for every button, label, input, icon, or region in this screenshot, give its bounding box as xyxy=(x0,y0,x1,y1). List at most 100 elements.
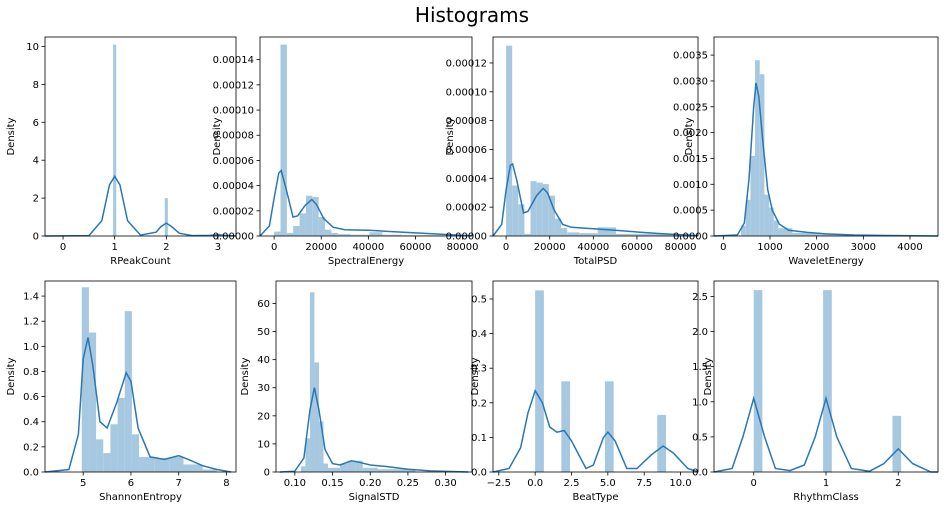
histogram-bar xyxy=(328,467,341,472)
histogram-bar xyxy=(154,458,170,472)
x-tick-label: 5.0 xyxy=(600,478,616,489)
x-tick-label: 3000 xyxy=(851,242,876,253)
histogram-bar xyxy=(318,217,326,236)
histogram-bar xyxy=(117,397,125,472)
x-tick-label: 1 xyxy=(112,242,118,253)
y-tick-label: 0.00014 xyxy=(213,55,254,66)
y-tick-label: 0.00000 xyxy=(213,232,254,243)
histogram-bar xyxy=(773,220,779,236)
y-tick-label: 0.0030 xyxy=(673,76,708,87)
x-tick-label: 0.20 xyxy=(359,478,381,489)
y-axis-label: Density xyxy=(240,357,251,395)
y-tick-label: 0.3 xyxy=(471,364,487,375)
y-tick-label: 0.8 xyxy=(23,367,39,378)
axes-frame xyxy=(44,36,237,237)
x-tick-label: 0 xyxy=(720,242,726,253)
histogram-bar xyxy=(314,362,319,472)
y-tick-label: 0.6 xyxy=(23,392,39,403)
histogram-bar xyxy=(530,181,537,236)
histogram-bar xyxy=(350,234,370,236)
y-axis-label: Density xyxy=(470,357,481,395)
histogram-bar xyxy=(280,44,287,236)
histogram-bar xyxy=(340,463,348,472)
x-tick-label: −2.5 xyxy=(487,478,511,489)
y-tick-label: 0.00012 xyxy=(446,58,487,69)
y-tick-label: 0.00008 xyxy=(213,131,254,142)
subplot-totalpsd: 0 20000 40000 60000 800000.000000.000020.000… xyxy=(445,36,699,267)
histogram-bar xyxy=(792,232,821,236)
y-tick-label: 0.00006 xyxy=(446,145,487,156)
x-tick-label: 20000 xyxy=(305,242,337,253)
histogram-bar xyxy=(183,464,203,472)
x-axis-label: SpectralEnergy xyxy=(328,256,404,267)
axes-frame xyxy=(44,280,237,473)
x-tick-label: 80000 xyxy=(447,242,479,253)
histogram-bar xyxy=(616,233,690,236)
histogram-bar xyxy=(96,439,104,472)
x-tick-label: 0.10 xyxy=(284,478,306,489)
x-tick-label: 2 xyxy=(895,478,901,489)
x-tick-label: 2000 xyxy=(804,242,829,253)
x-tick-label: 20000 xyxy=(534,242,566,253)
histogram-bar xyxy=(309,292,315,472)
y-tick-label: 0.00002 xyxy=(446,203,487,214)
y-tick-label: 4 xyxy=(33,156,39,167)
x-axis-label: RPeakCount xyxy=(110,256,170,267)
x-axis-label: SignalSTD xyxy=(349,492,400,503)
histogram-bar xyxy=(769,207,774,236)
y-tick-label: 1.2 xyxy=(23,317,39,328)
histogram-bar xyxy=(579,233,598,236)
y-tick-label: 1.0 xyxy=(23,342,39,353)
subplot-rhythmclass: 0 1 2 0.0 0.5 1.0 1.5 2.0 2.5 RhythmClass Density xyxy=(692,280,939,503)
x-tick-label: 4000 xyxy=(897,242,922,253)
kde-line xyxy=(259,169,473,237)
histogram-bar xyxy=(293,225,300,236)
histogram-bar xyxy=(286,232,294,236)
subplot-signalstd: 0.10 0.15 0.20 0.25 0.30 0 10 20 30 40 50 60 SignalS… xyxy=(240,280,473,503)
y-tick-label: 0.0 xyxy=(23,468,39,479)
y-tick-label: 1.5 xyxy=(692,362,708,373)
y-tick-label: 0.0020 xyxy=(673,128,708,139)
x-tick-label: 6 xyxy=(128,478,134,489)
y-tick-label: 0.00004 xyxy=(213,181,254,192)
y-axis-label: Density xyxy=(6,357,17,395)
histogram-bar xyxy=(561,381,571,472)
y-tick-label: 2.0 xyxy=(692,327,708,338)
x-axis-label: TotalPSD xyxy=(573,256,618,267)
y-tick-label: 0.0005 xyxy=(673,206,708,217)
y-tick-label: 0.00006 xyxy=(213,156,254,167)
x-tick-label: 1 xyxy=(823,478,829,489)
y-tick-label: 0 xyxy=(264,468,270,479)
histogram-bar xyxy=(512,185,519,236)
y-tick-label: 0.00002 xyxy=(213,206,254,217)
x-axis-label: ShannonEntropy xyxy=(99,492,182,503)
y-tick-label: 0.1 xyxy=(471,433,487,444)
x-tick-label: 0.15 xyxy=(321,478,343,489)
y-tick-label: 0.0025 xyxy=(673,102,708,113)
axes-frame xyxy=(275,280,473,473)
y-tick-label: 0.0035 xyxy=(673,51,708,62)
histogram-bar xyxy=(331,232,338,236)
y-tick-label: 0.0000 xyxy=(673,232,708,243)
axes-frame xyxy=(492,36,699,237)
histogram-bar xyxy=(377,469,416,472)
x-tick-label: 2.5 xyxy=(564,478,580,489)
histogram-bar xyxy=(347,460,356,472)
histogram-bar xyxy=(597,227,616,236)
histogram-bar xyxy=(753,290,763,472)
x-tick-label: 0 xyxy=(60,242,66,253)
x-tick-label: 0 xyxy=(503,242,509,253)
x-tick-label: 60000 xyxy=(621,242,653,253)
y-tick-label: 0.4 xyxy=(471,329,487,340)
y-tick-label: 0.0 xyxy=(692,468,708,479)
histogram-bar xyxy=(524,233,531,236)
y-axis-label: Density xyxy=(212,117,223,155)
histogram-bar xyxy=(300,466,306,472)
y-tick-label: 0.5 xyxy=(471,294,487,305)
histogram-bar xyxy=(202,469,217,472)
histogram-bar xyxy=(604,381,614,472)
y-tick-label: 0.00010 xyxy=(213,106,254,117)
y-tick-label: 0.5 xyxy=(692,432,708,443)
x-axis-label: RhythmClass xyxy=(793,492,859,503)
y-tick-label: 1.4 xyxy=(23,292,39,303)
